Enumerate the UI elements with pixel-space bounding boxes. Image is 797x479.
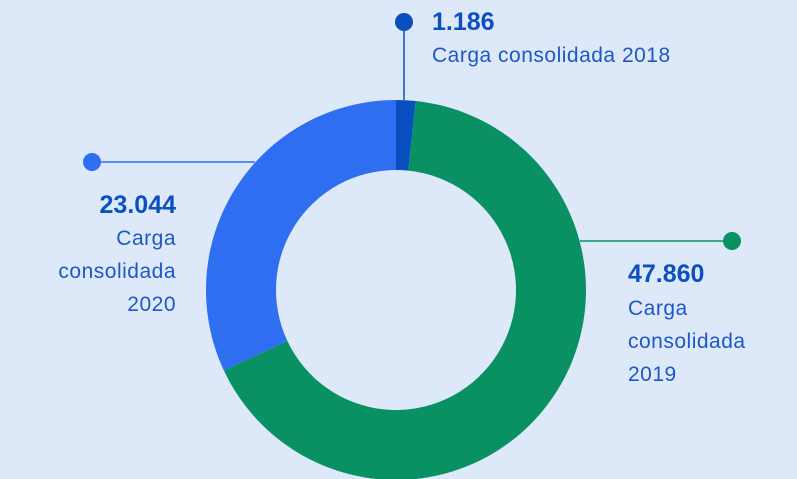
donut-slice	[396, 100, 416, 171]
callout-dot	[723, 232, 741, 250]
callout-dot	[83, 153, 101, 171]
category-label: Carga consolidada 2018	[432, 44, 671, 67]
donut-slice	[205, 100, 396, 371]
value-label: 47.860	[628, 260, 705, 288]
callout-dot	[395, 13, 413, 31]
value-label: 1.186	[432, 8, 495, 36]
category-label: Carga consolidada 2019	[628, 297, 746, 386]
donut-slice	[223, 101, 586, 479]
value-label: 23.044	[99, 191, 176, 219]
category-label: Carga consolidada 2020	[58, 227, 176, 316]
